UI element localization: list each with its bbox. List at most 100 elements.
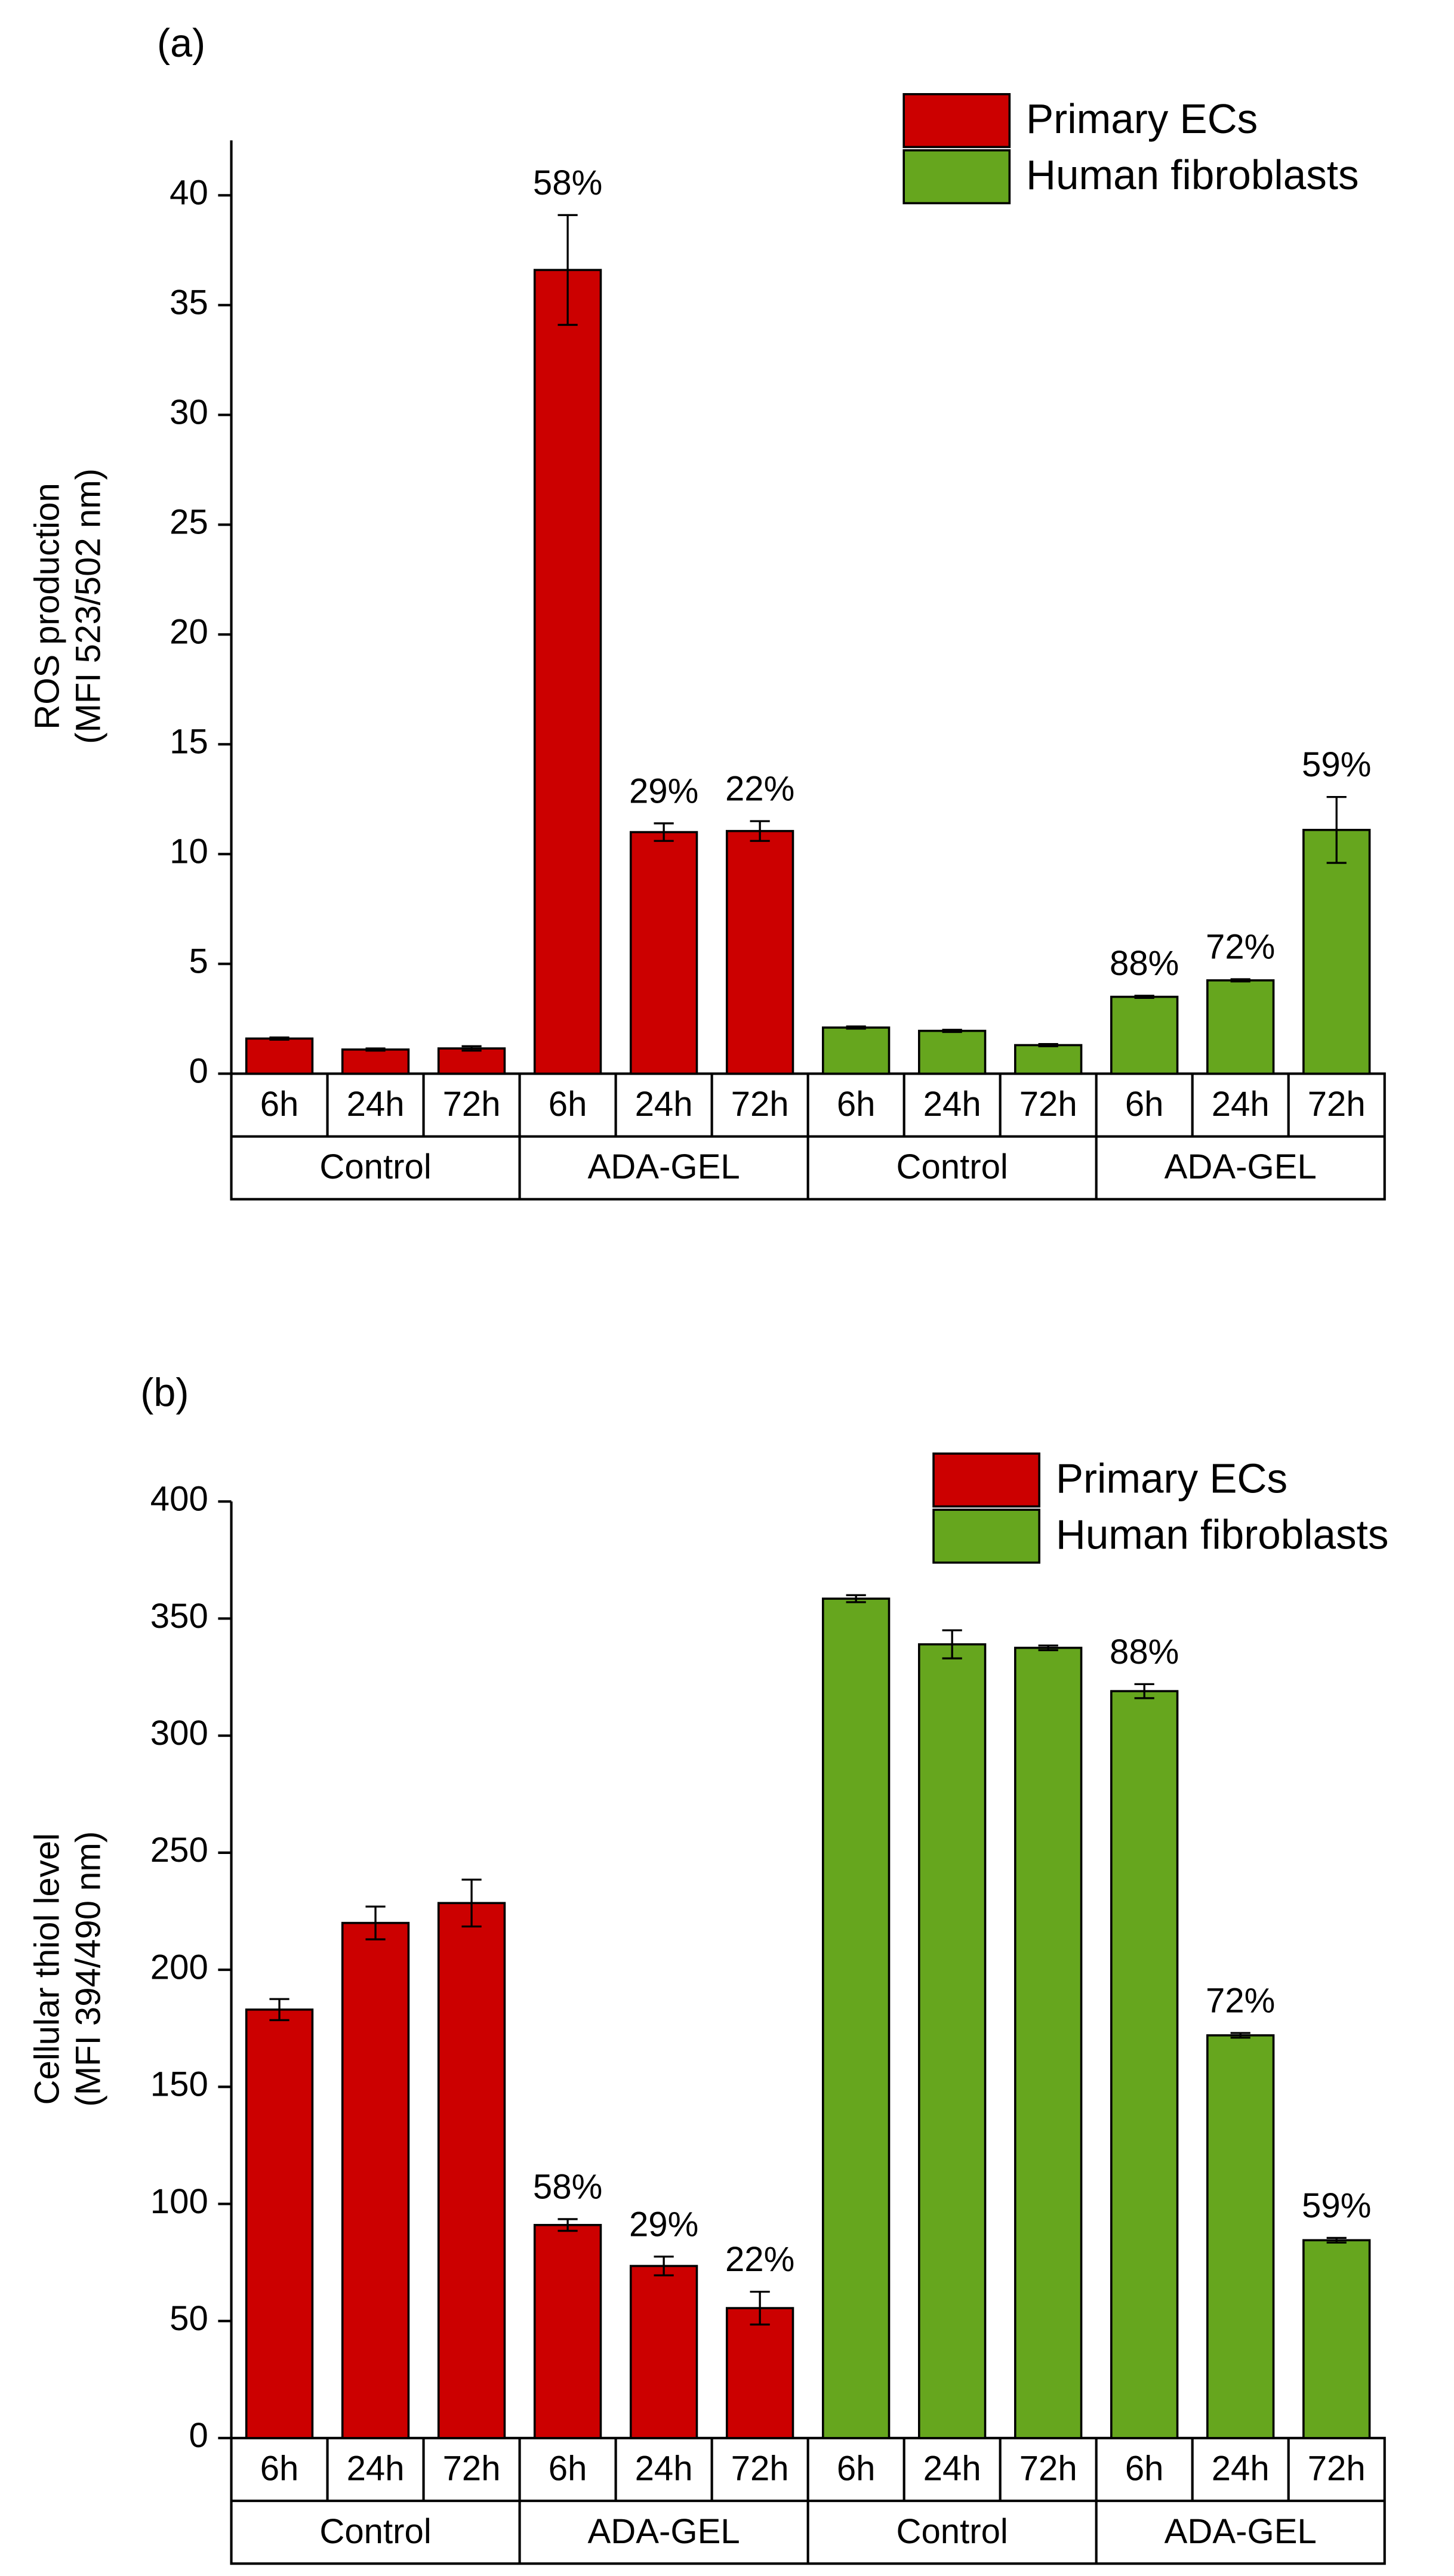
x-tick-label: 72h (1019, 2449, 1077, 2488)
error-bar (942, 1629, 962, 1659)
y-axis-label: Cellular thiol level (27, 1833, 66, 2105)
error-bar (1230, 978, 1250, 983)
x-tick-label: 24h (347, 1085, 405, 1124)
legend-label: Human fibroblasts (1026, 152, 1359, 198)
bar (437, 1047, 506, 1075)
y-tick-label: 350 (150, 1597, 208, 1636)
bar (725, 2307, 794, 2439)
bar (1302, 829, 1371, 1075)
x-tick-label: 72h (731, 2449, 789, 2488)
bar (821, 1597, 891, 2439)
x-tick-label: 6h (1125, 2449, 1164, 2488)
y-tick-label: 25 (170, 503, 208, 542)
error-bar (846, 1025, 866, 1030)
error-bar (1134, 1683, 1154, 1699)
annotation: 29% (629, 2205, 698, 2244)
y-tick-label: 100 (150, 2182, 208, 2221)
x-tick-label: 6h (549, 1085, 587, 1124)
y-tick-label: 400 (150, 1480, 208, 1519)
annotation: 22% (725, 2240, 794, 2279)
y-tick-label: 40 (170, 174, 208, 212)
bar (437, 1902, 506, 2439)
error-bar (654, 2256, 674, 2276)
x-tick-label: 72h (1308, 1085, 1366, 1124)
bar (341, 1921, 410, 2439)
x-tick-label: 6h (260, 1085, 299, 1124)
x-tick-label: 72h (443, 1085, 501, 1124)
error-bar (1326, 2236, 1347, 2244)
y-axis-label: ROS production (27, 483, 66, 730)
annotation: 72% (1206, 1982, 1275, 2020)
x-tick-label: 72h (1308, 2449, 1366, 2488)
error-bar (942, 1029, 962, 1034)
bar (1302, 2239, 1371, 2439)
bar (1110, 995, 1179, 1075)
error-bar (557, 214, 578, 326)
group-label: ADA-GEL (588, 2512, 740, 2551)
annotation: 58% (533, 163, 602, 202)
bar (629, 831, 698, 1075)
group-label: Control (896, 1147, 1008, 1186)
y-tick-label: 300 (150, 1714, 208, 1753)
group-label: Control (896, 2512, 1008, 2551)
y-tick-label: 0 (189, 2416, 208, 2455)
legend-swatch (902, 92, 1011, 149)
x-tick-label: 24h (635, 1085, 693, 1124)
error-bar (365, 1905, 386, 1941)
x-tick-label: 24h (923, 2449, 981, 2488)
x-tick-label: 24h (923, 1085, 981, 1124)
bar (1014, 1044, 1083, 1075)
error-bar (750, 2290, 770, 2326)
error-bar (365, 1047, 386, 1052)
bar (629, 2265, 698, 2439)
annotation: 59% (1302, 745, 1371, 784)
error-bar (461, 1045, 482, 1052)
bar (245, 2008, 314, 2439)
annotation: 88% (1110, 1633, 1179, 1671)
error-bar (846, 1594, 866, 1603)
legend-swatch (902, 149, 1011, 205)
x-tick-label: 6h (260, 2449, 299, 2488)
bar (533, 269, 602, 1075)
error-bar (557, 2218, 578, 2232)
y-axis-label: (MFI 394/490 nm) (69, 1831, 108, 2107)
bar (1014, 1646, 1083, 2439)
error-bar (1038, 1644, 1058, 1652)
legend-label: Human fibroblasts (1056, 1511, 1389, 1557)
x-tick-label: 24h (1212, 2449, 1270, 2488)
group-label: ADA-GEL (1165, 1147, 1317, 1186)
y-tick-label: 15 (170, 723, 208, 761)
error-bar (1134, 995, 1154, 999)
y-tick-label: 150 (150, 2065, 208, 2104)
x-tick-label: 24h (347, 2449, 405, 2488)
annotation: 88% (1110, 944, 1179, 983)
y-tick-label: 5 (189, 942, 208, 981)
x-tick-label: 6h (837, 1085, 876, 1124)
panel-label: (b) (140, 1371, 189, 1415)
y-tick-label: 250 (150, 1831, 208, 1869)
bar (821, 1026, 891, 1075)
y-tick-label: 20 (170, 613, 208, 652)
error-bar (654, 822, 674, 842)
bar (918, 1029, 987, 1075)
group-label: ADA-GEL (588, 1147, 740, 1186)
x-tick-label: 6h (549, 2449, 587, 2488)
x-tick-label: 24h (1212, 1085, 1270, 1124)
bar (1206, 2034, 1275, 2439)
legend-label: Primary ECs (1056, 1455, 1287, 1501)
bar (1206, 979, 1275, 1075)
annotation: 72% (1206, 928, 1275, 967)
legend-swatch (932, 1508, 1040, 1564)
legend-swatch (932, 1452, 1040, 1508)
group-label: ADA-GEL (1165, 2512, 1317, 2551)
annotation: 29% (629, 772, 698, 810)
bar (341, 1048, 410, 1075)
group-label: Control (319, 1147, 431, 1186)
annotation: 58% (533, 2167, 602, 2206)
y-tick-label: 200 (150, 1948, 208, 1986)
x-tick-label: 72h (443, 2449, 501, 2488)
x-tick-label: 6h (837, 2449, 876, 2488)
y-tick-label: 30 (170, 393, 208, 432)
